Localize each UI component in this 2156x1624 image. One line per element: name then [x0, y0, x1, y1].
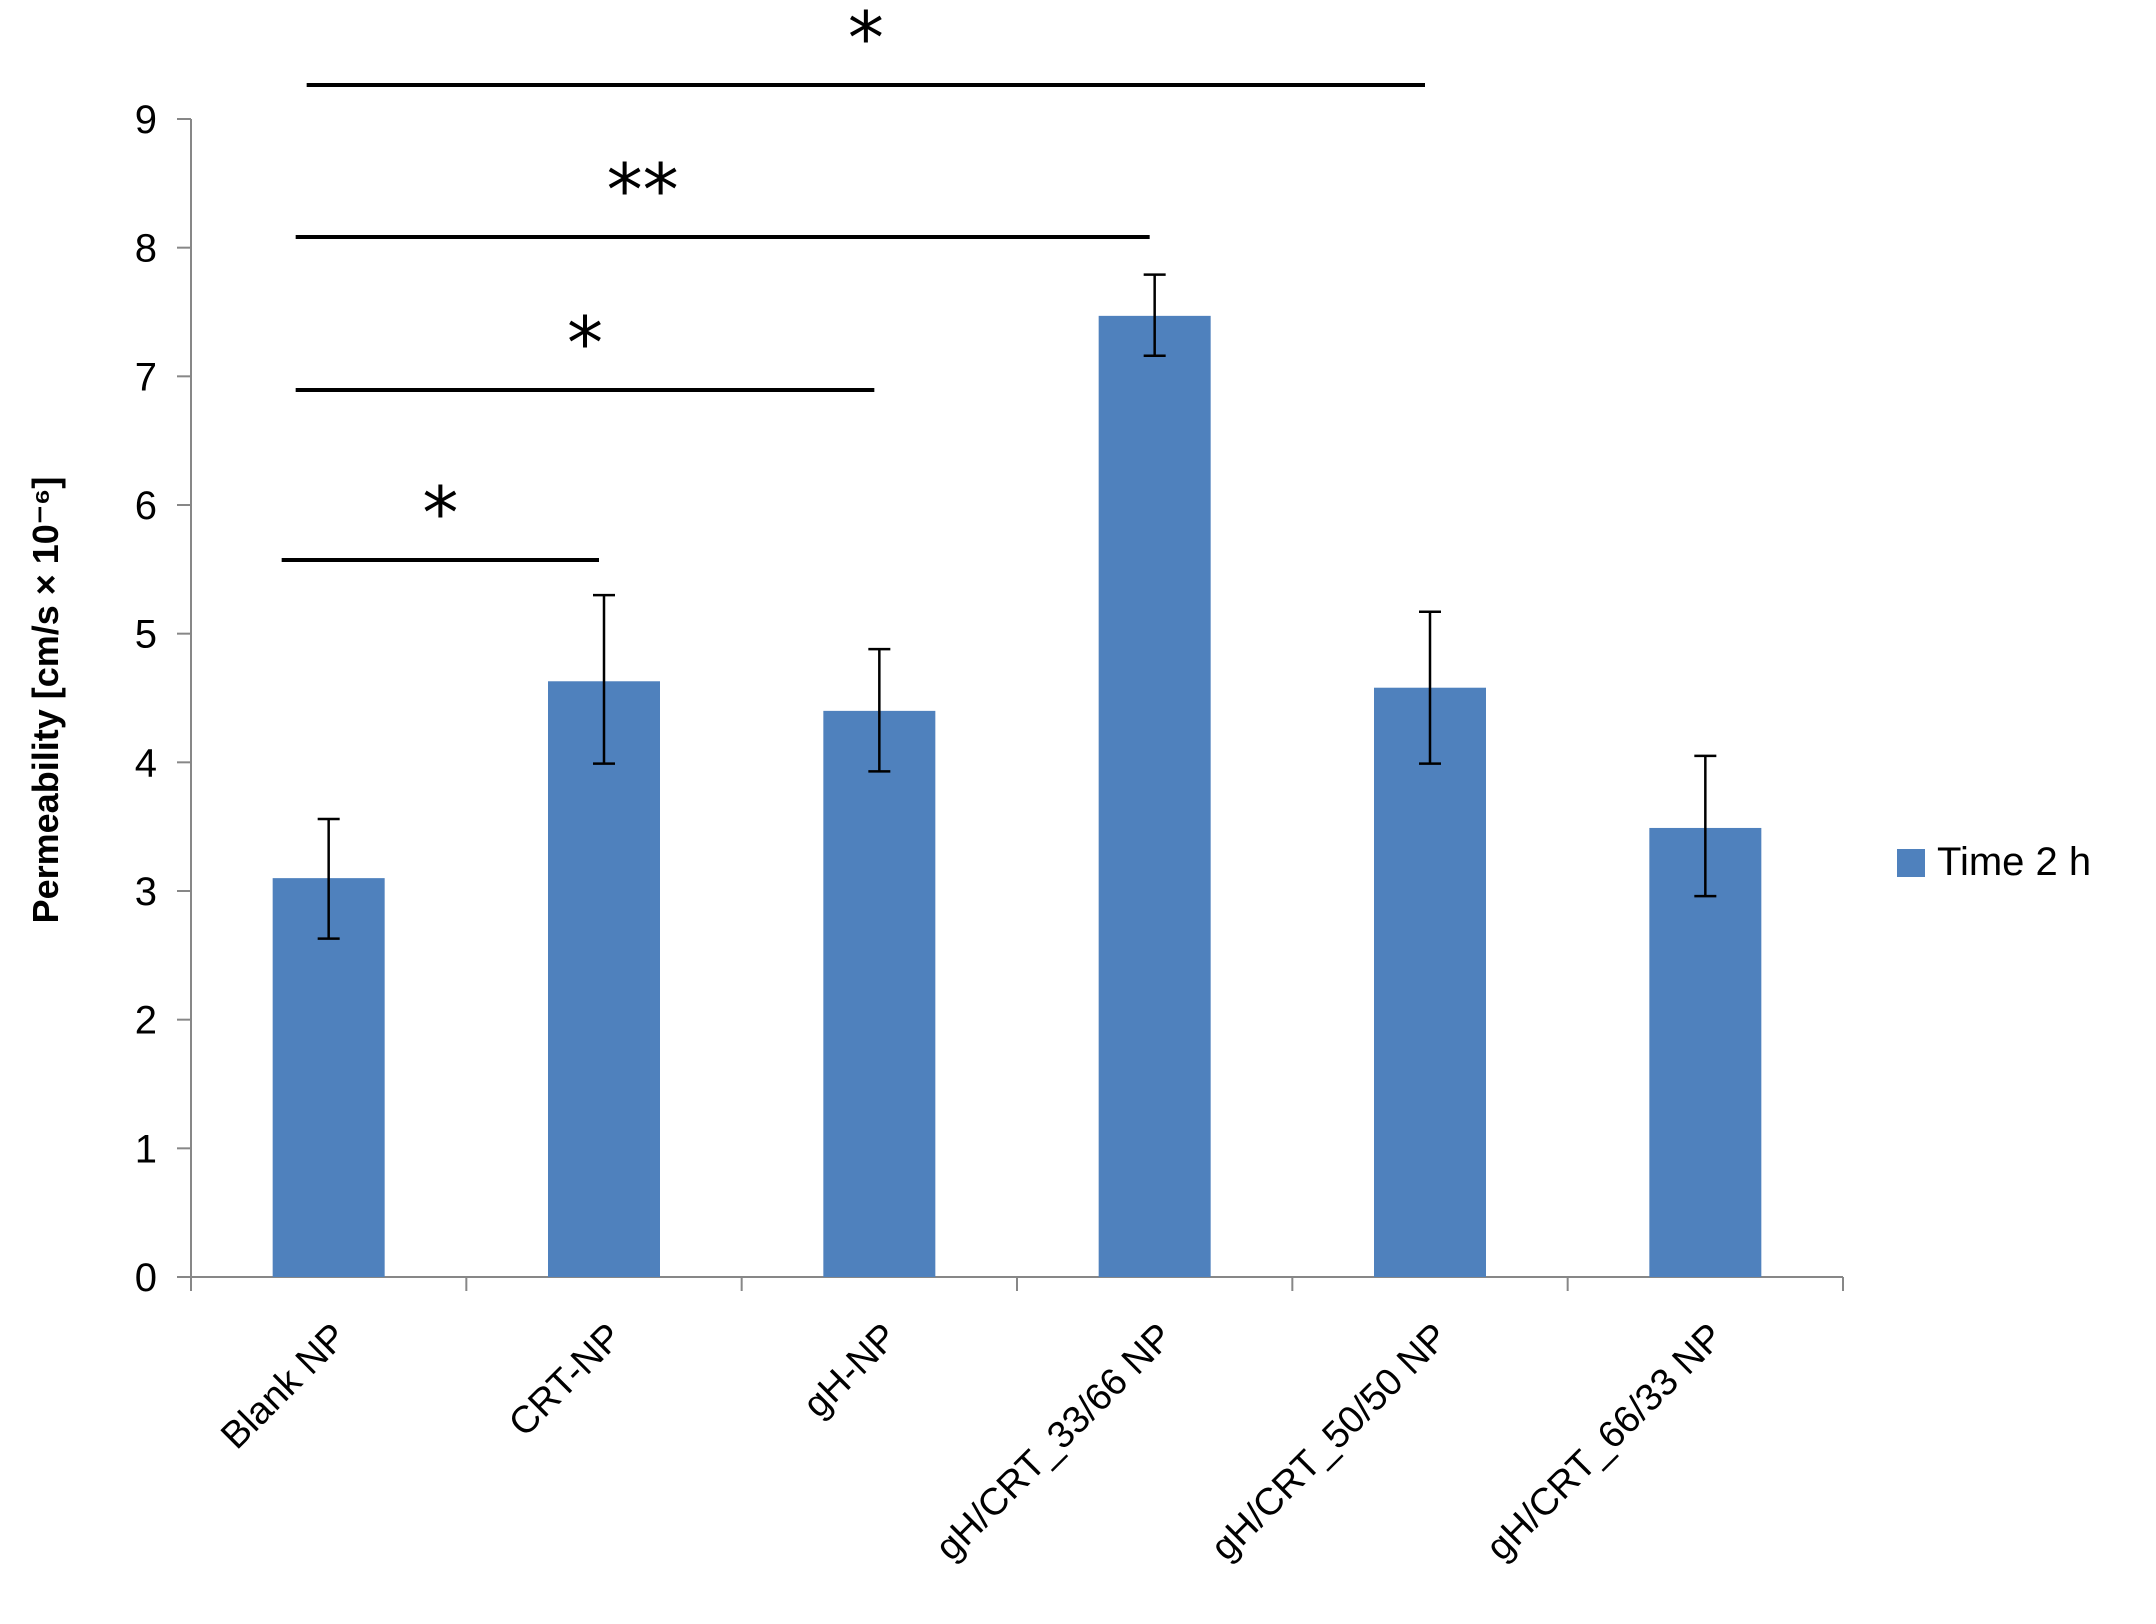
x-tick-label-0: Blank NP — [213, 1316, 355, 1458]
y-tick-label-8: 8 — [135, 227, 157, 271]
y-tick-label-2: 2 — [135, 999, 157, 1043]
y-tick-label-4: 4 — [135, 741, 157, 785]
y-tick-label-9: 9 — [135, 98, 157, 142]
y-tick-label-6: 6 — [135, 484, 157, 528]
y-tick-label-7: 7 — [135, 355, 157, 399]
significance-label-3: * — [848, 0, 884, 80]
significance-label-2: ** — [607, 148, 679, 232]
y-tick-label-1: 1 — [135, 1127, 157, 1171]
x-tick-label-3: gH/CRT_33/66 NP — [928, 1316, 1181, 1569]
legend: Time 2 h — [1897, 840, 2091, 884]
legend-label: Time 2 h — [1937, 840, 2091, 884]
bar-1 — [548, 681, 660, 1277]
y-axis-title: Permeability [cm/s × 10⁻⁶] — [25, 477, 66, 924]
bar-2 — [823, 710, 936, 1277]
x-tick-label-1: CRT-NP — [501, 1316, 630, 1445]
bar-0 — [272, 878, 385, 1277]
bar-5 — [1649, 827, 1762, 1277]
y-tick-label-3: 3 — [135, 870, 157, 914]
legend-swatch — [1897, 849, 1925, 877]
x-tick-label-2: gH-NP — [795, 1316, 905, 1426]
y-tick-label-5: 5 — [135, 613, 157, 657]
bar-4 — [1374, 687, 1486, 1277]
significance-label-0: * — [422, 471, 458, 555]
y-tick-label-0: 0 — [135, 1256, 157, 1300]
plot-area: 0 1 2 3 4 5 6 7 8 9 Blank NP CRT-NP gH-NP gH/CRT_33/6… — [135, 0, 1844, 1569]
bar-3 — [1098, 315, 1211, 1277]
significance-label-1: * — [567, 301, 603, 385]
x-tick-label-5: gH/CRT_66/33 NP — [1478, 1316, 1731, 1569]
x-tick-label-4: gH/CRT_50/50 NP — [1203, 1316, 1456, 1569]
